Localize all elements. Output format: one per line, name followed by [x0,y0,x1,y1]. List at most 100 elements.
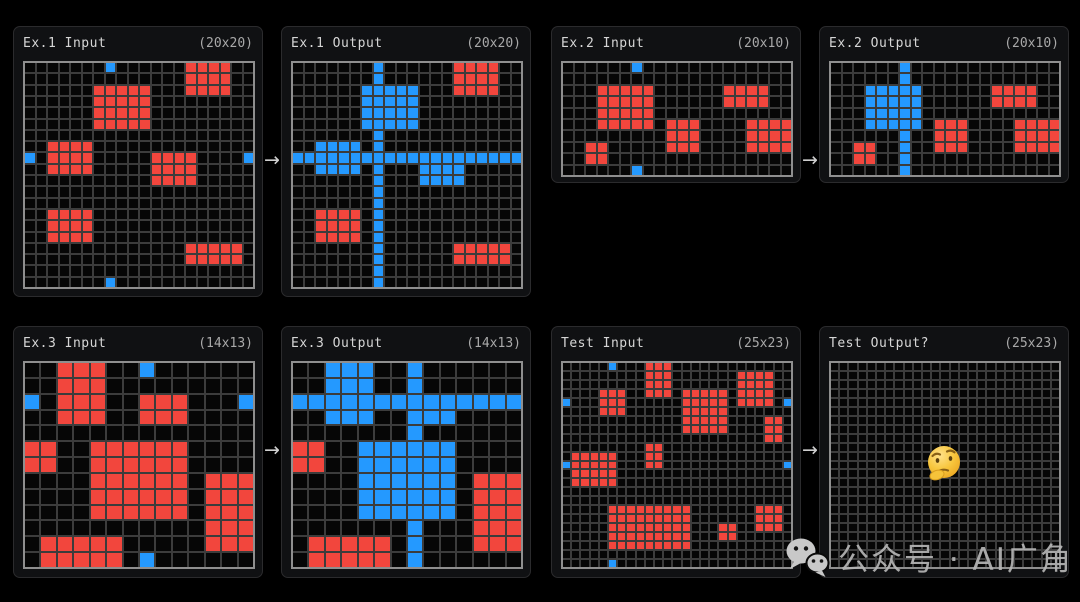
panel-title: Ex.1 Output [291,36,383,51]
empty-cell [774,470,782,478]
empty-cell [783,416,791,424]
empty-cell [232,198,242,208]
red-cell [48,221,58,231]
empty-cell [1042,542,1050,550]
red-cell [454,255,464,265]
empty-cell [858,506,866,514]
empty-cell [511,96,521,107]
empty-cell [385,221,395,231]
empty-cell [563,165,573,175]
empty-cell [996,371,1004,379]
red-cell [765,506,773,514]
empty-cell [243,277,253,287]
empty-cell [151,74,161,84]
empty-cell [886,542,894,550]
empty-cell [189,553,204,567]
red-cell [774,515,782,523]
empty-cell [385,74,395,84]
red-cell [756,515,764,523]
empty-cell [1024,389,1032,397]
red-cell [1015,119,1025,130]
red-cell [627,542,635,550]
empty-cell [632,142,642,153]
blue-cell [424,505,439,520]
red-cell [678,142,688,153]
empty-cell [128,187,138,197]
empty-cell [636,416,644,424]
empty-cell [454,142,464,152]
empty-cell [689,85,699,96]
empty-cell [831,380,839,388]
empty-cell [488,108,498,118]
empty-cell [691,470,699,478]
empty-cell [609,154,619,164]
empty-cell [858,452,866,460]
empty-cell [232,85,242,95]
blue-cell [25,153,35,163]
empty-cell [876,479,885,487]
blue-cell [325,410,341,425]
red-cell [691,416,699,424]
red-cell [105,85,115,95]
empty-cell [735,131,745,141]
red-cell [774,524,782,532]
empty-cell [442,74,452,84]
empty-cell [934,63,944,73]
blue-cell [442,164,452,174]
empty-cell [913,389,921,397]
empty-cell [222,553,237,567]
empty-cell [968,452,977,460]
empty-cell [895,497,903,505]
empty-cell [599,497,607,505]
empty-cell [831,551,839,559]
empty-cell [618,497,626,505]
empty-cell [506,426,521,441]
empty-cell [719,560,727,567]
red-cell [756,380,764,388]
empty-cell [1049,108,1059,118]
empty-cell [969,165,979,175]
empty-cell [209,209,219,220]
empty-cell [1024,479,1032,487]
empty-cell [316,74,326,84]
empty-cell [151,63,161,73]
empty-cell [678,154,688,164]
empty-cell [849,488,857,496]
empty-cell [746,443,755,451]
empty-cell [618,461,626,469]
empty-cell [854,119,864,130]
empty-cell [724,165,734,175]
empty-cell [913,416,921,424]
empty-cell [396,164,406,174]
empty-cell [48,74,58,84]
empty-cell [831,452,839,460]
empty-cell [197,187,207,197]
red-cell [107,553,122,567]
empty-cell [71,266,81,276]
empty-cell [849,443,857,451]
empty-cell [654,470,663,478]
empty-cell [911,154,921,164]
empty-cell [293,187,303,197]
empty-cell [59,119,69,129]
red-cell [934,131,944,141]
empty-cell [756,443,764,451]
red-cell [664,524,672,532]
blue-cell [408,458,423,472]
empty-cell [57,426,73,441]
empty-cell [904,389,912,397]
empty-cell [774,497,782,505]
blue-cell [350,164,360,174]
empty-cell [710,515,718,523]
empty-cell [74,426,89,441]
empty-cell [728,560,736,567]
empty-cell [590,524,598,532]
empty-cell [465,266,475,276]
empty-cell [886,533,894,541]
red-cell [1038,131,1048,141]
empty-cell [1042,434,1050,442]
empty-cell [128,243,138,254]
red-cell [682,389,690,397]
empty-cell [840,497,848,505]
red-cell [719,524,727,532]
